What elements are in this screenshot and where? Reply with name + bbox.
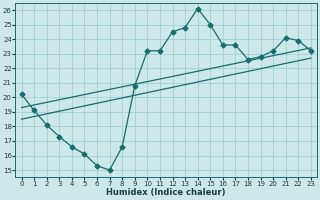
X-axis label: Humidex (Indice chaleur): Humidex (Indice chaleur) bbox=[107, 188, 226, 197]
